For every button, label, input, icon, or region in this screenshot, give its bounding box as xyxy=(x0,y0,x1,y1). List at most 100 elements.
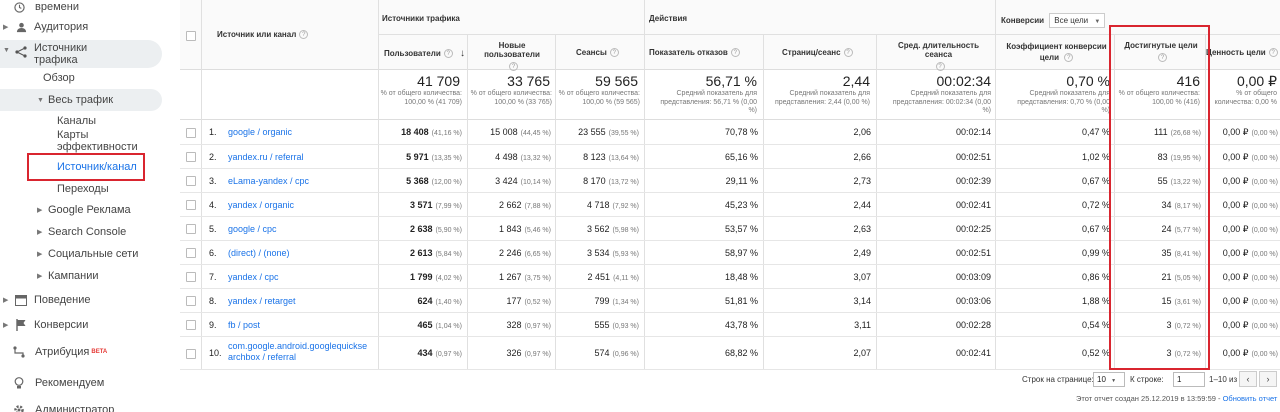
row-checkbox[interactable] xyxy=(186,200,196,210)
source-medium-link[interactable]: (direct) / (none) xyxy=(228,248,290,258)
column-divider xyxy=(995,0,996,370)
column-header-bounce-rate[interactable]: Показатель отказов? xyxy=(649,48,740,58)
row-checkbox[interactable] xyxy=(186,127,196,138)
sidebar-item-social[interactable]: ▶ Социальные сети xyxy=(37,243,138,265)
metric-cell: 3 562 (5,98 %) xyxy=(556,217,639,241)
sidebar-item-acquisition[interactable]: ▼ Источники трафика xyxy=(0,40,162,68)
metric-cell: 177 (0,52 %) xyxy=(468,289,552,313)
column-header-conversion-rate[interactable]: Коэффициент конверсии цели ? xyxy=(1004,41,1109,63)
sidebar-item-all-traffic[interactable]: ▼ Весь трафик xyxy=(0,89,162,111)
source-medium-link[interactable]: google / organic xyxy=(228,127,293,137)
metric-cell: 2,66 xyxy=(853,152,871,162)
sidebar-item-overview[interactable]: Обзор xyxy=(43,67,75,89)
table-row[interactable]: 8. yandex / retarget 624 (1,40 %) 177 (0,52 %… xyxy=(180,289,1280,313)
help-icon[interactable]: ? xyxy=(730,48,740,58)
refresh-report-link[interactable]: Обновить отчет xyxy=(1222,394,1278,403)
prev-page-button[interactable]: ‹ xyxy=(1239,371,1257,387)
table-row[interactable]: 5. google / cpc 2 638 (5,90 %) 1 843 (5,46 %)… xyxy=(180,217,1280,241)
sidebar-item-behavior[interactable]: ▶ Поведение xyxy=(0,289,170,311)
column-header-users[interactable]: Пользователи? ↓ xyxy=(384,48,465,59)
table-row[interactable]: 10. com.google.android.googlequickse archb… xyxy=(180,337,1280,370)
column-header-sessions[interactable]: Сеансы? xyxy=(576,48,619,58)
help-icon[interactable]: ? xyxy=(509,62,518,71)
row-checkbox[interactable] xyxy=(186,248,196,258)
metric-cell: 68,82 % xyxy=(724,348,758,358)
metric-cell: 21 (5,05 %) xyxy=(1116,265,1201,289)
row-checkbox[interactable] xyxy=(186,272,196,282)
row-checkbox[interactable] xyxy=(186,320,196,330)
sidebar-item-google-ads[interactable]: ▶ Google Реклама xyxy=(37,199,131,221)
sidebar-item-admin[interactable]: Администратор xyxy=(0,399,170,412)
sidebar-item-referrals[interactable]: Переходы xyxy=(57,178,109,200)
row-checkbox[interactable] xyxy=(186,224,196,234)
table-row[interactable]: 3. eLama-yandex / cpc 5 368 (12,00 %) 3 424(… xyxy=(180,169,1280,193)
table-row[interactable]: 9. fb / post 465 (1,04 %) 328 (0,97 %) 555 (0,9… xyxy=(180,313,1280,337)
sidebar-item-campaigns[interactable]: ▶ Кампании xyxy=(37,265,99,287)
table-row[interactable]: 1. google / organic 18 408 (41,16 %) 15 008(… xyxy=(180,120,1280,145)
source-medium-link[interactable]: fb / post xyxy=(228,320,261,330)
help-icon[interactable]: ? xyxy=(443,49,453,59)
goal-select[interactable]: Все цели ▼ xyxy=(1049,13,1106,28)
help-icon[interactable]: ? xyxy=(935,62,945,71)
row-checkbox[interactable] xyxy=(186,348,196,359)
table-row[interactable]: 6. (direct) / (none) 2 613 (5,84 %) 2 246 (6,… xyxy=(180,241,1280,265)
source-medium-link[interactable]: yandex / cpc xyxy=(228,272,279,282)
help-icon[interactable]: ? xyxy=(609,48,619,58)
source-medium-link[interactable]: google / cpc xyxy=(228,224,277,234)
metric-cell: 0,72 % xyxy=(1081,200,1110,210)
next-page-button[interactable]: › xyxy=(1259,371,1277,387)
metric-value: 4 718 xyxy=(587,200,610,210)
help-icon[interactable]: ? xyxy=(299,30,309,40)
help-icon[interactable]: ? xyxy=(843,48,853,58)
caret-right-icon: ▶ xyxy=(3,24,9,31)
row-checkbox[interactable] xyxy=(186,296,196,306)
metric-cell: 15 (3,61 %) xyxy=(1116,289,1201,313)
source-medium-link[interactable]: eLama-yandex / cpc xyxy=(228,176,310,186)
sort-desc-icon[interactable]: ↓ xyxy=(459,48,465,59)
sidebar-item-channels[interactable]: Каналы xyxy=(57,110,96,132)
behavior-icon xyxy=(14,293,28,307)
metric-cell: 24 (5,77 %) xyxy=(1116,217,1201,241)
row-checkbox[interactable] xyxy=(186,152,196,162)
sidebar-item-time[interactable]: времени xyxy=(0,0,170,18)
column-header-new-users[interactable]: Новые пользователи? xyxy=(472,41,552,71)
rows-per-page-select[interactable]: 10 ▼ xyxy=(1093,372,1125,387)
table-row[interactable]: 4. yandex / organic 3 571 (7,99 %) 2 662 (7,8… xyxy=(180,193,1280,217)
source-medium-link[interactable]: com.google.android.googlequickse archbox … xyxy=(228,337,376,370)
gear-icon xyxy=(12,403,26,412)
help-icon[interactable]: ? xyxy=(1158,53,1167,62)
table-row[interactable]: 7. yandex / cpc 1 799 (4,02 %) 1 267 (3,75 %)… xyxy=(180,265,1280,289)
sidebar-item-label: Переходы xyxy=(57,183,109,195)
dimension-header[interactable]: Источник или канал? xyxy=(217,30,309,40)
column-header-avg-duration[interactable]: Сред. длительность сеанса? xyxy=(886,41,991,71)
sidebar-item-source-medium[interactable]: Источник/канал xyxy=(57,156,137,178)
column-header-label: Новые пользователи xyxy=(484,41,540,59)
sidebar-item-label: Весь трафик xyxy=(48,94,114,106)
row-checkbox[interactable] xyxy=(186,176,196,186)
metric-value: 5 971 xyxy=(406,152,429,162)
metric-percent: (8,41 %) xyxy=(1174,251,1201,258)
table-row[interactable]: 2. yandex.ru / referral 5 971 (13,35 %) 4 49… xyxy=(180,145,1280,169)
sidebar-item-attribution[interactable]: Атрибуция BETA xyxy=(0,341,170,363)
column-header-goal-value[interactable]: Ценность цели? xyxy=(1206,48,1278,58)
metric-value: 0,00 ₽ xyxy=(1222,248,1249,258)
column-header-pages-per-session[interactable]: Страниц/сеанс? xyxy=(782,48,853,58)
sidebar-item-audience[interactable]: ▶ Аудитория xyxy=(0,16,170,38)
source-medium-link[interactable]: yandex / organic xyxy=(228,200,295,210)
metric-value: 55 xyxy=(1157,176,1168,186)
column-header-goal-completions[interactable]: Достигнутые цели? xyxy=(1118,41,1204,62)
help-icon[interactable]: ? xyxy=(1268,48,1278,58)
source-medium-link[interactable]: yandex.ru / referral xyxy=(228,152,304,162)
metric-cell: 2 246 (6,65 %) xyxy=(468,241,551,265)
sidebar-item-search-console[interactable]: ▶ Search Console xyxy=(37,221,126,243)
acquisition-group-header: Источники трафика xyxy=(382,14,460,23)
sidebar-item-treemaps[interactable]: Карты эффективности xyxy=(57,129,137,153)
goto-row-input[interactable]: 1 xyxy=(1173,372,1205,387)
sidebar-item-conversions[interactable]: ▶ Конверсии xyxy=(0,314,170,336)
metric-percent: (7,99 %) xyxy=(435,203,462,210)
help-icon[interactable]: ? xyxy=(1064,53,1074,63)
sidebar-item-recommendations[interactable]: Рекомендуем xyxy=(0,372,170,394)
caret-down-icon: ▼ xyxy=(3,47,10,54)
select-all-checkbox[interactable] xyxy=(186,31,196,41)
source-medium-link[interactable]: yandex / retarget xyxy=(228,296,296,306)
